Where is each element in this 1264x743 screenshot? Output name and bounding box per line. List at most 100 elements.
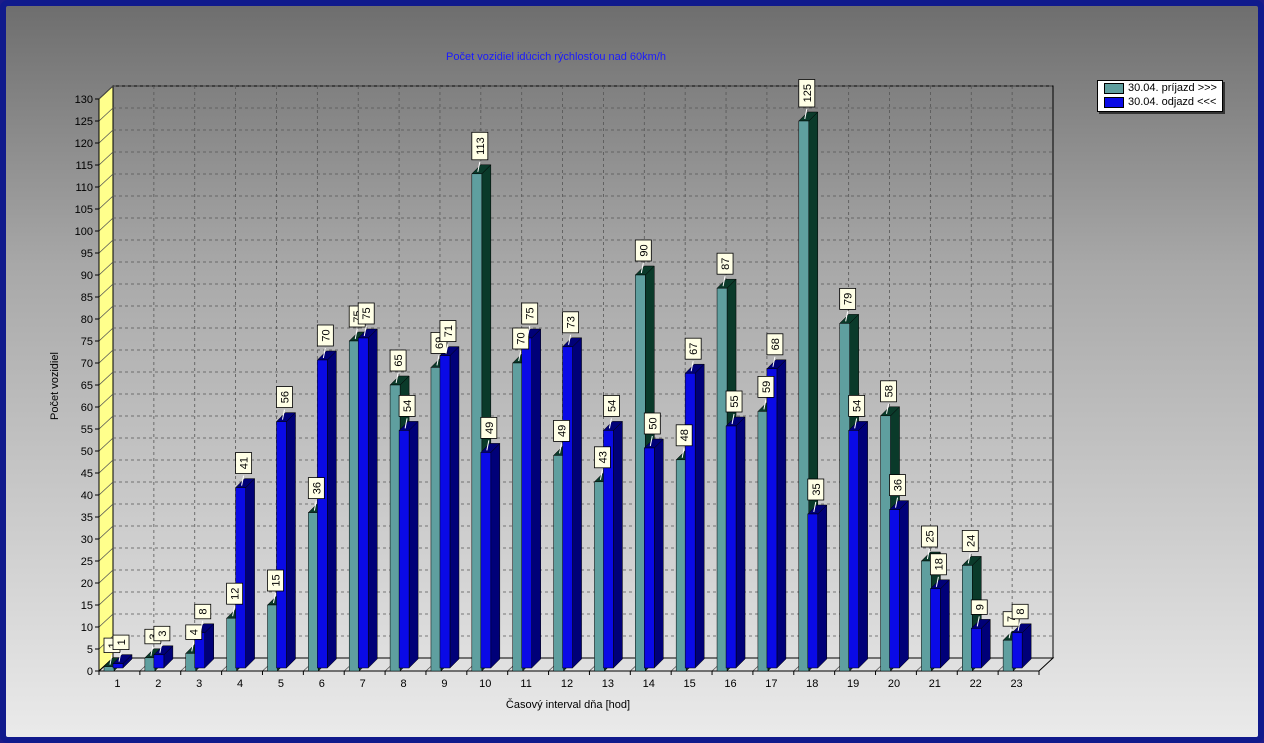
data-label: 54 [398, 394, 416, 429]
bar-departure [1011, 623, 1032, 669]
data-label-box [471, 131, 489, 161]
y-tick-label: 110 [75, 182, 93, 194]
data-label-leader [690, 361, 694, 372]
bar-front [267, 604, 278, 672]
y-tick-label: 30 [81, 534, 93, 546]
data-label-value: 3 [157, 630, 169, 636]
grid-line-side [98, 173, 114, 188]
bar-side [572, 337, 582, 669]
legend-label-departure: 30.04. odjazd <<< [1128, 96, 1217, 108]
y-tick-label: 125 [75, 116, 93, 128]
data-label-leader [118, 651, 122, 662]
y-tick-label: 25 [81, 556, 93, 568]
bar-departure [153, 645, 174, 669]
data-label-leader [967, 553, 971, 564]
bar-side [245, 477, 255, 669]
x-tick-label: 21 [929, 678, 941, 690]
grid-line-side [98, 393, 114, 408]
data-label-box [603, 394, 620, 417]
bar-front [594, 481, 605, 672]
bar-front [889, 509, 900, 669]
y-tick-label: 50 [81, 446, 93, 458]
data-label-value: 58 [884, 385, 896, 397]
data-label: 36 [889, 474, 906, 508]
legend-item-departure: 30.04. odjazd <<< [1098, 95, 1222, 109]
bar-front [103, 666, 115, 672]
bar-departure [521, 328, 542, 669]
bar-front [398, 430, 410, 669]
data-label-value: 75 [361, 307, 373, 319]
bar-front [684, 372, 696, 669]
y-tick-label: 95 [81, 248, 93, 260]
data-label-box [920, 525, 938, 548]
bar-side [613, 420, 623, 669]
data-label: 90 [634, 239, 652, 274]
y-tick-label: 40 [81, 490, 93, 502]
bar-side [694, 363, 705, 669]
y-tick-label: 45 [81, 468, 93, 480]
data-label-leader [976, 616, 980, 627]
data-label: 70 [316, 324, 334, 359]
data-label-leader [527, 325, 531, 337]
data-label-value: 43 [597, 451, 609, 463]
data-label: 56 [276, 386, 293, 420]
x-tick-label: 14 [643, 678, 655, 690]
data-label-box [112, 634, 130, 650]
data-label-value: 65 [393, 354, 405, 366]
data-label-leader [1008, 628, 1012, 639]
data-label-leader [926, 548, 930, 560]
data-label-leader [404, 418, 408, 429]
bar-front [839, 323, 850, 672]
data-label-leader [150, 645, 154, 656]
grid-line-side [98, 525, 114, 540]
y-tick-label: 20 [81, 578, 93, 590]
data-label: 70 [512, 327, 530, 362]
data-label-box [226, 582, 244, 605]
y-tick-label: 80 [81, 314, 93, 326]
y-tick-label: 10 [81, 622, 93, 634]
data-label: 58 [880, 380, 897, 414]
data-label-leader [935, 576, 939, 587]
bar-side [367, 328, 378, 669]
data-label-leader [191, 641, 195, 652]
data-label: 71 [439, 320, 457, 354]
x-tick-label: 22 [970, 678, 982, 690]
bar-front [644, 447, 655, 669]
data-label: 18 [929, 553, 947, 587]
data-label-box [1011, 603, 1029, 620]
data-label: 9 [970, 599, 988, 627]
data-label-leader [1017, 620, 1021, 631]
data-label-leader [436, 355, 440, 366]
data-label-box [594, 446, 611, 469]
bar-front [757, 411, 769, 672]
data-label-value: 68 [770, 338, 782, 350]
data-label: 4 [185, 624, 203, 652]
bar-departure [398, 420, 419, 669]
bar-front [144, 657, 156, 672]
bar-front [389, 384, 401, 672]
data-label: 36 [307, 477, 325, 511]
data-label-value: 87 [720, 258, 732, 270]
data-label-leader [241, 475, 245, 486]
x-tick-label: 5 [278, 678, 284, 690]
data-label-value: 56 [279, 391, 291, 403]
y-tick-label: 65 [81, 380, 93, 392]
data-label: 113 [471, 131, 489, 172]
bar-front [807, 513, 819, 669]
data-label-value: 4 [189, 629, 201, 635]
y-tick-label: 0 [87, 666, 93, 678]
data-label-box [521, 302, 539, 325]
data-label-leader [763, 399, 767, 410]
grid-line-side [98, 371, 114, 386]
data-label-value: 9 [974, 604, 986, 610]
data-label-leader [731, 413, 735, 425]
bar-front [471, 173, 483, 672]
bar-side [899, 499, 909, 669]
bar-front [430, 367, 442, 672]
bar-departure [561, 337, 583, 669]
data-label-box [562, 311, 579, 334]
data-label-value: 36 [893, 479, 905, 491]
data-label: 35 [807, 478, 825, 513]
y-tick-label: 35 [81, 512, 93, 524]
data-label-value: 90 [638, 244, 650, 256]
